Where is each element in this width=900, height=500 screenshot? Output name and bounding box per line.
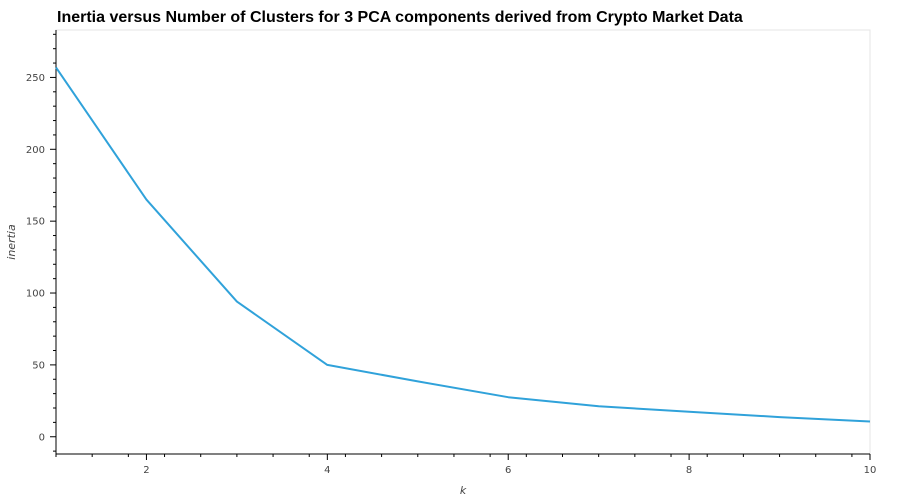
x-tick-label: 6 bbox=[505, 465, 511, 476]
x-tick-label: 2 bbox=[143, 465, 149, 476]
x-axis: 2 4 6 8 10 bbox=[55, 453, 877, 476]
y-tick-label: 150 bbox=[26, 217, 45, 228]
series-line bbox=[55, 66, 871, 423]
y-tick-label: 250 bbox=[26, 73, 45, 84]
y-tick-label: 50 bbox=[32, 360, 45, 371]
y-axis-label: inertia bbox=[5, 224, 18, 260]
series-layer bbox=[55, 66, 871, 423]
x-tick-label: 8 bbox=[686, 465, 692, 476]
y-tick-label: 0 bbox=[39, 432, 45, 443]
y-axis: 0 50 100 150 200 250 bbox=[26, 30, 57, 454]
chart-title: Inertia versus Number of Clusters for 3 … bbox=[57, 9, 743, 26]
y-tick-label: 200 bbox=[26, 145, 45, 156]
x-axis-label: k bbox=[460, 484, 467, 497]
x-tick-label: 4 bbox=[324, 465, 330, 476]
x-tick-label: 10 bbox=[864, 465, 877, 476]
y-tick-label: 100 bbox=[26, 289, 45, 300]
plot-area bbox=[55, 29, 871, 455]
